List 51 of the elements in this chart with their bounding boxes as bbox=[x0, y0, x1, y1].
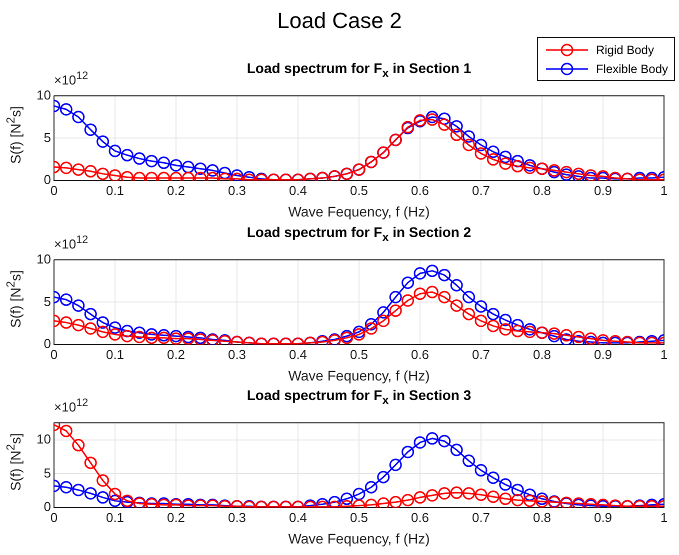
y-tick-label: 10 bbox=[36, 251, 51, 266]
x-tick-label: 0.6 bbox=[410, 510, 430, 525]
x-axis-title: Wave Fequency, f (Hz) bbox=[288, 367, 430, 384]
y-tick-label: 0 bbox=[44, 172, 51, 188]
x-tick-label: 0.4 bbox=[288, 182, 308, 198]
y-tick-label: 10 bbox=[36, 87, 51, 102]
x-tick-label: 0.3 bbox=[228, 182, 246, 198]
text: Load Case 2 bbox=[276, 8, 403, 34]
text: ×10$^{12}$ bbox=[54, 397, 88, 414]
y-tick-label: 5 bbox=[44, 465, 51, 480]
x-tick-label: 0.1 bbox=[106, 346, 124, 362]
x-tick-label: 0.2 bbox=[166, 346, 186, 362]
x-axis-title: Wave Fequency, f (Hz) bbox=[288, 530, 430, 546]
chart-title: Load spectrum for F$_{x}$ in Section 2 bbox=[246, 224, 472, 244]
y-tick-label: 0 bbox=[44, 499, 51, 514]
x-tick-label: 0.2 bbox=[166, 510, 186, 525]
x-tick-label: 0.4 bbox=[288, 510, 308, 525]
x-tick-label: 0.1 bbox=[106, 510, 124, 525]
x-tick-label: 0.4 bbox=[288, 346, 308, 362]
x-tick-label: 0.9 bbox=[594, 346, 612, 362]
x-tick-label: 0.3 bbox=[228, 346, 246, 362]
x-tick-label: 1 bbox=[660, 182, 668, 198]
text: ×10$^{12}$ bbox=[54, 70, 88, 88]
x-tick-label: 0.6 bbox=[410, 182, 430, 198]
x-tick-label: 0.8 bbox=[532, 510, 552, 525]
x-tick-label: 1 bbox=[660, 510, 668, 525]
legend-label: Flexible Body bbox=[596, 62, 668, 76]
chart-title: Load spectrum for F$_{x}$ in Section 3 bbox=[246, 387, 472, 407]
y-tick-label: 5 bbox=[44, 130, 51, 145]
x-tick-label: 0.5 bbox=[350, 346, 368, 362]
text: ×10$^{12}$ bbox=[54, 234, 88, 252]
x-tick-label: 0.9 bbox=[594, 510, 612, 525]
x-tick-label: 0.9 bbox=[594, 182, 612, 198]
x-tick-label: 0.1 bbox=[106, 182, 124, 198]
x-tick-label: 0.5 bbox=[350, 510, 368, 525]
x-tick-label: 0.6 bbox=[410, 346, 430, 362]
y-tick-label: 5 bbox=[44, 294, 51, 309]
x-tick-label: 0.2 bbox=[166, 182, 186, 198]
legend-label: Rigid Body bbox=[596, 42, 654, 56]
x-tick-label: 0.8 bbox=[532, 346, 552, 362]
x-tick-label: 0.5 bbox=[350, 182, 368, 198]
chart-title: Load spectrum for F$_{x}$ in Section 1 bbox=[246, 60, 472, 80]
x-tick-label: 0.3 bbox=[228, 510, 246, 525]
x-tick-label: 0.7 bbox=[472, 510, 490, 525]
x-tick-label: 0.8 bbox=[532, 182, 552, 198]
x-tick-label: 1 bbox=[660, 346, 668, 362]
x-axis-title: Wave Fequency, f (Hz) bbox=[288, 203, 430, 220]
x-tick-label: 0.7 bbox=[472, 346, 490, 362]
x-tick-label: 0.7 bbox=[472, 182, 490, 198]
y-tick-label: 0 bbox=[44, 336, 51, 352]
y-tick-label: 10 bbox=[36, 431, 51, 446]
